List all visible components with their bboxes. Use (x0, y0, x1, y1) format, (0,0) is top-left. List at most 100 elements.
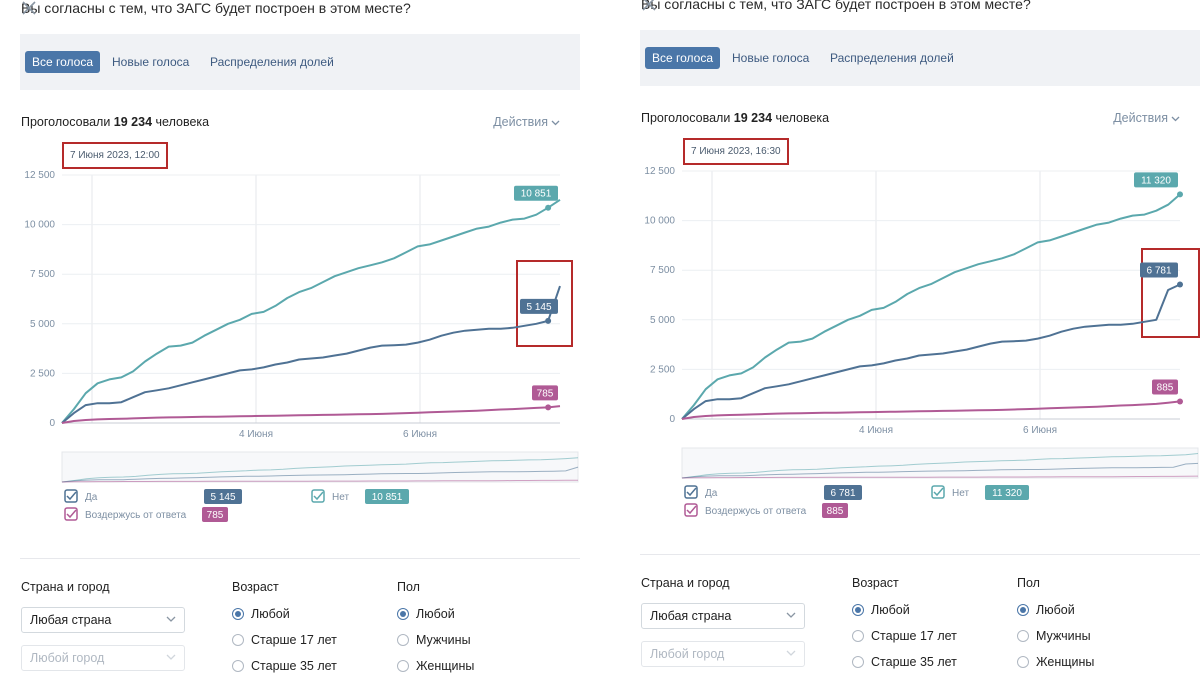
sex-option[interactable]: Женщины (397, 659, 474, 673)
legend-checkbox[interactable] (64, 507, 78, 521)
navigator-line-2 (61, 479, 579, 483)
legend-name: Воздержусь от ответа (85, 510, 187, 521)
checkmark-icon (686, 505, 697, 515)
series-marker-0 (545, 204, 552, 211)
legend-checkbox[interactable] (684, 485, 698, 499)
radio-button[interactable] (232, 634, 244, 646)
x-tick-label: 4 Июня (239, 429, 273, 440)
series-line-0 (61, 198, 561, 424)
age-option-label: Старше 35 лет (251, 659, 337, 673)
date-highlight: 7 Июня 2023, 12:00 (62, 142, 168, 169)
votes-chart: 0 2 500 5 000 7 500 10 000 12 500 4 Июня 6 Июня… (644, 166, 1200, 518)
tab-new-votes[interactable]: Новые голоса (112, 55, 190, 69)
legend-value-bg (824, 485, 862, 500)
tab-share-distribution[interactable]: Распределения долей (830, 51, 954, 65)
series-marker-1 (1177, 281, 1183, 288)
sex-filter-title: Пол (397, 580, 420, 594)
voted-prefix: Проголосовали (21, 115, 111, 129)
actions-dropdown[interactable]: Действия (493, 115, 560, 129)
sex-option[interactable]: Мужчины (397, 633, 471, 647)
legend-value: 6 781 (830, 488, 855, 499)
tab-all-votes[interactable]: Все голоса (25, 51, 101, 73)
checkmark-icon (313, 491, 324, 501)
sex-option-label: Любой (1036, 603, 1075, 617)
series-value-label-1: 6 781 (1146, 265, 1171, 276)
age-option[interactable]: Старше 17 лет (232, 633, 337, 647)
sex-option-label: Женщины (1036, 655, 1095, 669)
legend-value-bg (822, 503, 848, 518)
radio-button[interactable] (232, 660, 244, 672)
legend-checkbox[interactable] (64, 489, 78, 503)
radio-button[interactable] (397, 660, 409, 672)
age-option[interactable]: Старше 35 лет (852, 655, 957, 669)
country-select[interactable]: Любая страна (21, 607, 185, 633)
radio-button[interactable] (1017, 630, 1029, 642)
navigator-line-2 (681, 475, 1199, 479)
radio-button[interactable] (852, 656, 864, 668)
age-option[interactable]: Любой (232, 607, 290, 621)
city-select[interactable]: Любой город (641, 641, 805, 667)
poll-question-row: Вы согласны с тем, что ЗАГС будет постро… (20, 0, 580, 22)
country-select-value: Любая страна (650, 609, 732, 623)
series-label-bg-0 (1134, 172, 1178, 188)
age-option[interactable]: Старше 35 лет (232, 659, 337, 673)
navigator-line-0 (61, 457, 579, 483)
sex-option[interactable]: Женщины (1017, 655, 1094, 669)
age-option[interactable]: Любой (852, 603, 910, 617)
city-select[interactable]: Любой город (21, 645, 185, 671)
radio-button[interactable] (397, 634, 409, 646)
legend-value: 10 851 (372, 492, 403, 503)
country-city-title: Страна и город (641, 576, 730, 590)
radio-button[interactable] (397, 608, 409, 620)
close-icon[interactable] (641, 0, 659, 14)
series-value-label-2: 885 (1157, 382, 1174, 393)
legend-value: 785 (207, 510, 224, 521)
radio-button[interactable] (232, 608, 244, 620)
section-divider (20, 558, 580, 559)
tab-share-distribution[interactable]: Распределения долей (210, 55, 334, 69)
sex-option[interactable]: Любой (1017, 603, 1075, 617)
radio-button[interactable] (1017, 656, 1029, 668)
legend-checkbox[interactable] (684, 503, 698, 517)
x-tick-label: 4 Июня (859, 425, 893, 436)
sex-option[interactable]: Любой (397, 607, 455, 621)
radio-button[interactable] (852, 630, 864, 642)
series-line-2 (681, 400, 1181, 420)
y-tick-label: 10 000 (644, 216, 675, 227)
y-tick-label: 5 000 (650, 315, 675, 326)
poll-panel-right: Вы согласны с тем, что ЗАГС будет постро… (640, 0, 1200, 675)
navigator-line-1 (61, 466, 579, 483)
country-select[interactable]: Любая страна (641, 603, 805, 629)
highlight-box (516, 260, 573, 347)
poll-question-row: Вы согласны с тем, что ЗАГС будет постро… (640, 0, 1200, 18)
country-select-value: Любая страна (30, 613, 112, 627)
checkmark-icon (686, 487, 697, 497)
age-option-label: Старше 17 лет (871, 629, 957, 643)
actions-label: Действия (1113, 111, 1168, 125)
age-option[interactable]: Старше 17 лет (852, 629, 957, 643)
date-label: 7 Июня 2023, 12:00 (70, 150, 160, 161)
sex-option-label: Женщины (416, 659, 475, 673)
actions-dropdown[interactable]: Действия (1113, 111, 1180, 125)
radio-button[interactable] (852, 604, 864, 616)
y-tick-label: 7 500 (650, 265, 675, 276)
sex-option[interactable]: Мужчины (1017, 629, 1091, 643)
legend-checkbox[interactable] (931, 485, 945, 499)
legend-name: Да (85, 492, 98, 503)
actions-label: Действия (493, 115, 548, 129)
tab-all-votes[interactable]: Все голоса (645, 47, 721, 69)
age-filter-title: Возраст (232, 580, 279, 594)
series-line-0 (681, 193, 1181, 420)
age-option-label: Старше 35 лет (871, 655, 957, 669)
date-highlight: 7 Июня 2023, 16:30 (683, 138, 789, 165)
age-option-label: Любой (871, 603, 910, 617)
x-tick-label: 6 Июня (1023, 425, 1057, 436)
legend-value: 5 145 (210, 492, 235, 503)
age-filter-title: Возраст (852, 576, 899, 590)
radio-button[interactable] (1017, 604, 1029, 616)
sex-option-label: Мужчины (1036, 629, 1091, 643)
close-icon[interactable] (21, 0, 39, 18)
legend-checkbox[interactable] (311, 489, 325, 503)
tab-new-votes[interactable]: Новые голоса (732, 51, 810, 65)
